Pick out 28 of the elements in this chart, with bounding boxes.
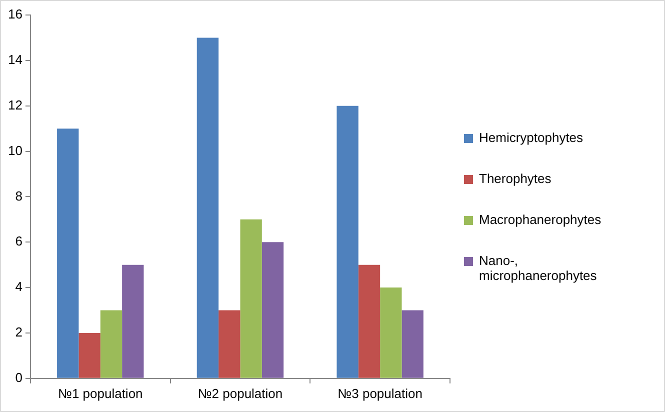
x-tick-label: №3 population (338, 386, 422, 401)
y-tick-label: 8 (15, 188, 22, 204)
bar (57, 128, 79, 378)
y-tick-label: 2 (15, 324, 22, 340)
y-tick-label: 10 (8, 142, 22, 158)
y-tick-label: 6 (15, 234, 22, 249)
legend-label: Macrophanerophytes (479, 212, 602, 226)
bar (262, 242, 284, 378)
x-tick-label: №2 population (198, 386, 283, 401)
legend-label: Therophytes (479, 170, 552, 186)
y-tick-label: 4 (15, 279, 22, 294)
legend-label: Nano-, microphanerophytes (479, 252, 598, 282)
bar (78, 332, 100, 378)
legend-label: Hemicryptophytes (479, 130, 584, 144)
bar (402, 310, 424, 378)
y-tick-label: 12 (8, 97, 22, 112)
y-tick-label: 0 (15, 370, 22, 385)
bar (240, 219, 262, 378)
bar (196, 38, 219, 378)
y-tick-label: 14 (8, 52, 22, 68)
bar (100, 310, 122, 378)
bar (358, 264, 380, 378)
bar (122, 264, 144, 378)
bar (380, 288, 402, 378)
y-tick-label: 16 (8, 6, 22, 22)
bar (218, 310, 240, 378)
bar (336, 106, 358, 378)
x-tick-label: №1 population (58, 386, 143, 401)
